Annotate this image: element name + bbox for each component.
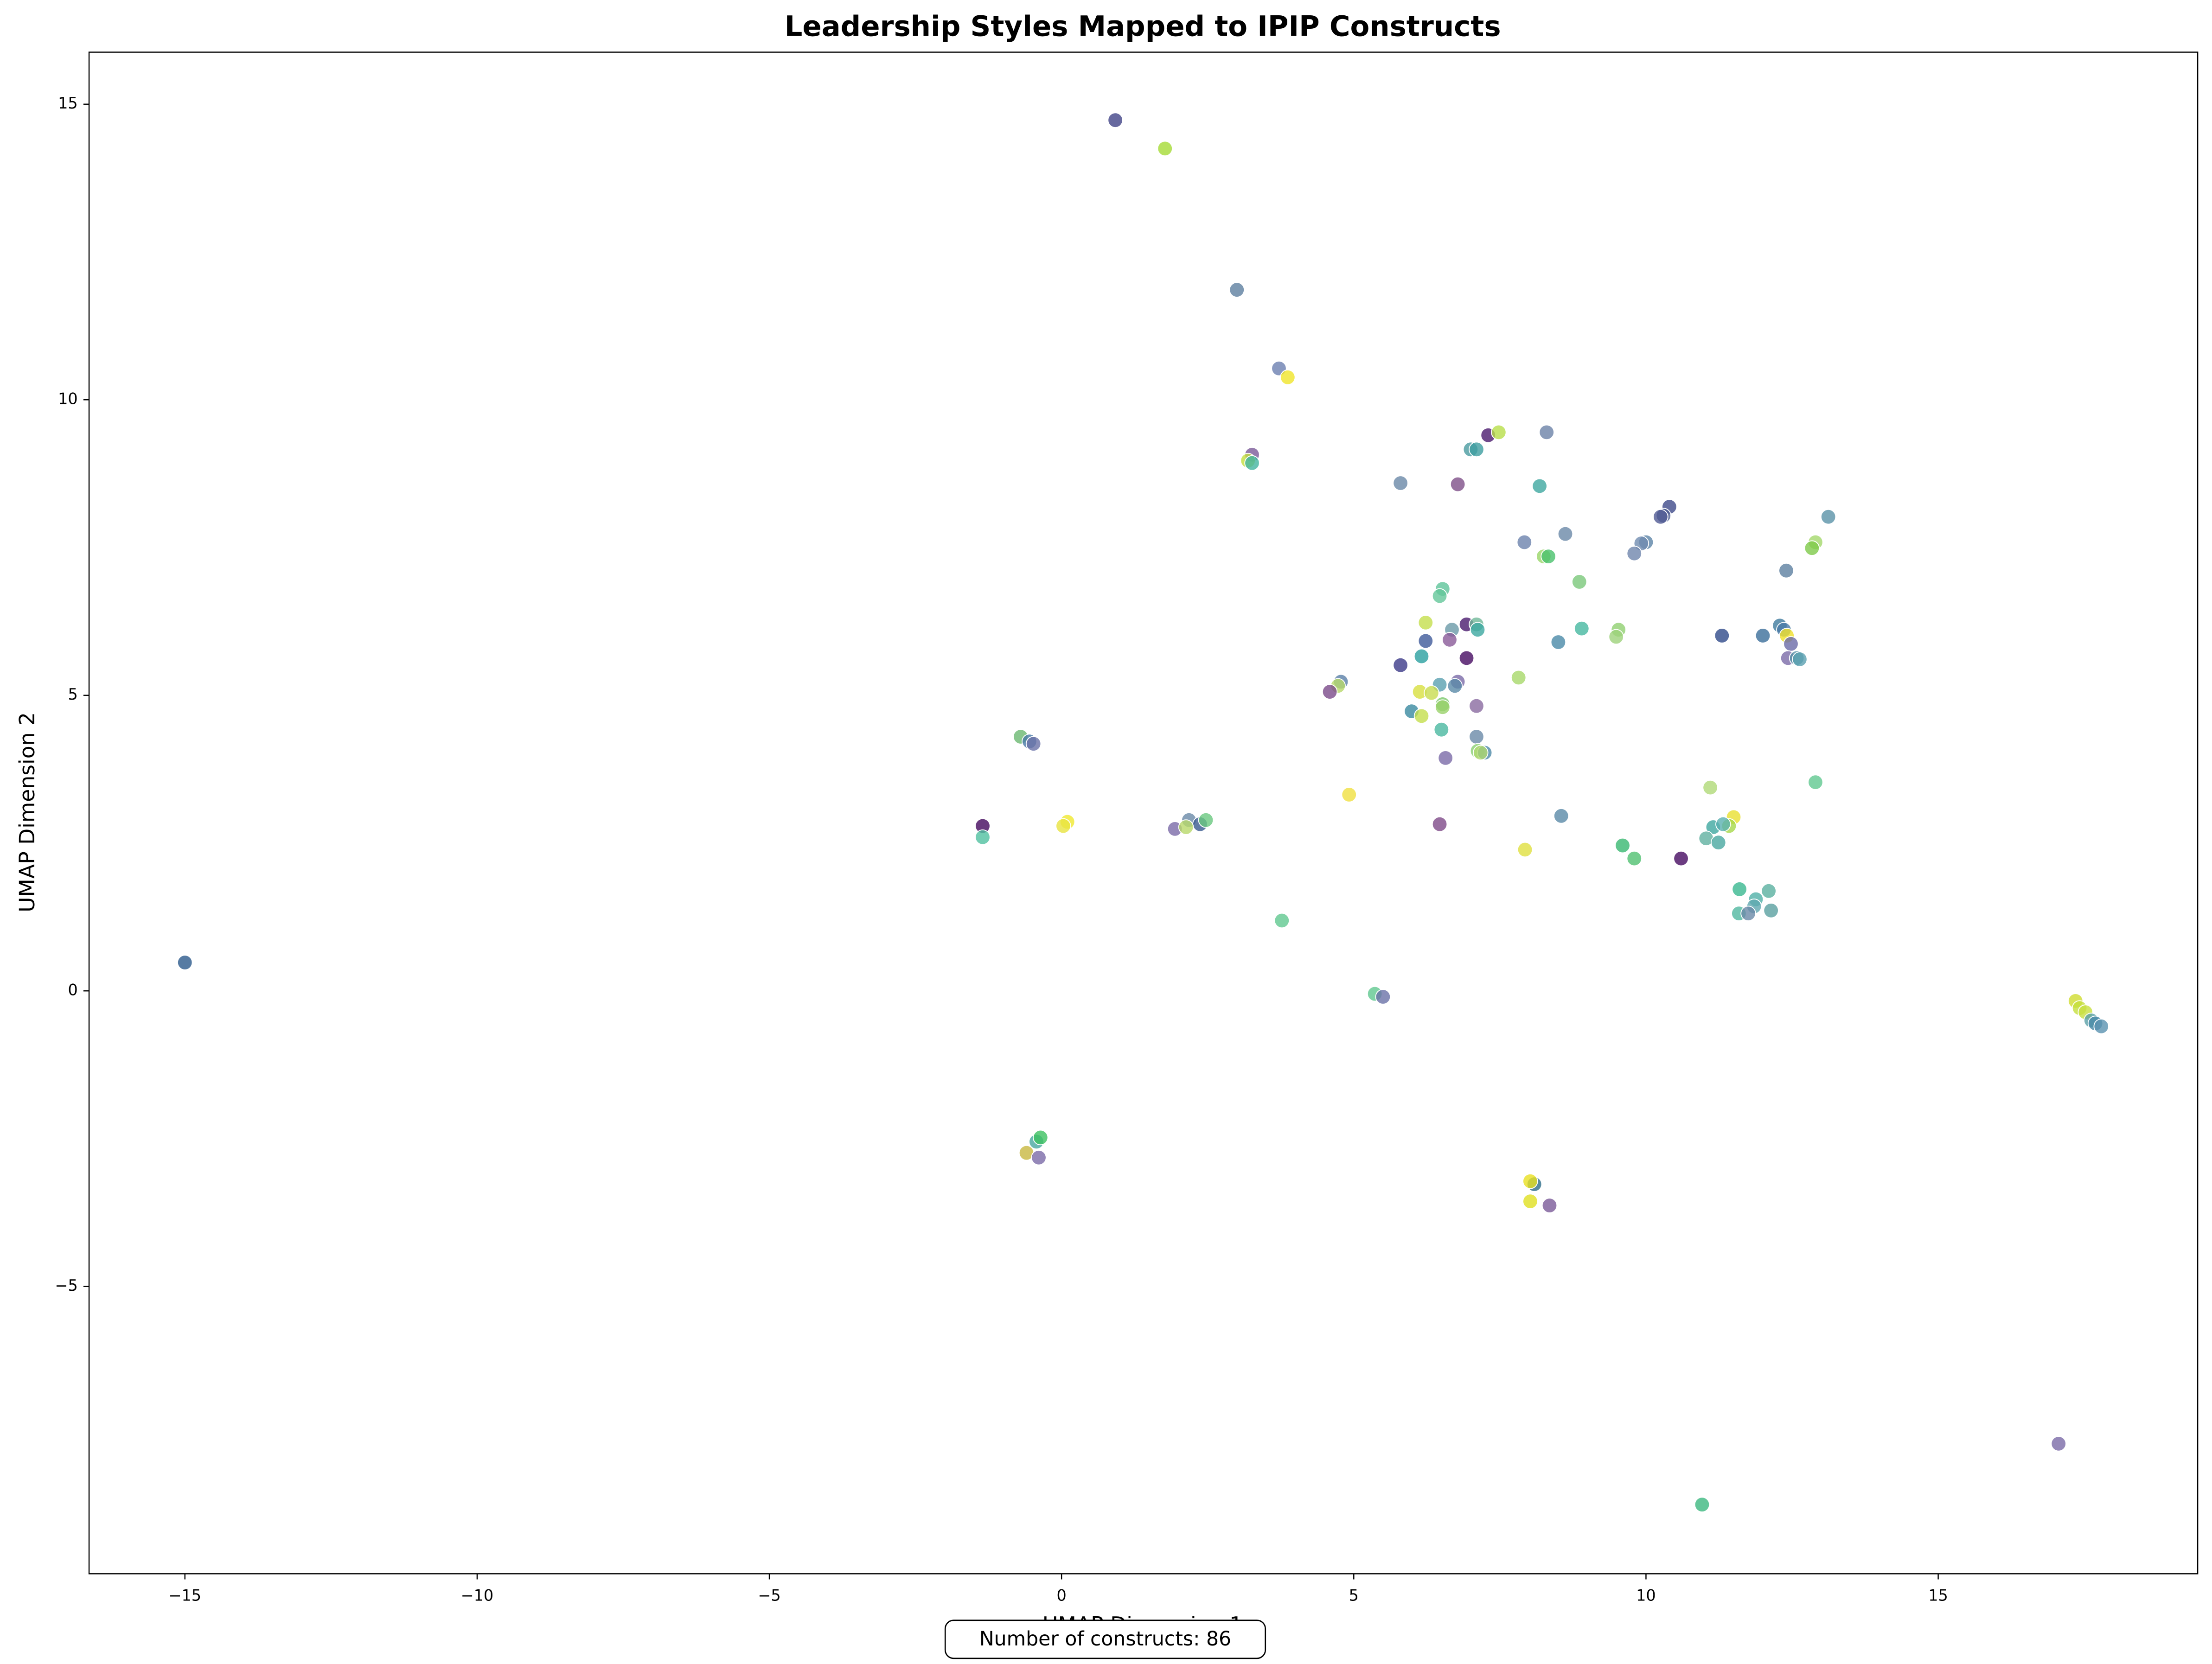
annotation: Number of constructs: 86 xyxy=(979,1627,1231,1651)
point xyxy=(1553,808,1569,824)
plot-frame xyxy=(88,51,2199,1575)
point xyxy=(1550,634,1566,650)
point xyxy=(1393,657,1408,673)
point xyxy=(1198,812,1214,828)
point xyxy=(1025,736,1042,752)
y-tick-label: 10 xyxy=(58,390,78,408)
point xyxy=(1541,1198,1558,1213)
point xyxy=(1778,562,1794,579)
point xyxy=(1055,818,1071,834)
point xyxy=(1694,1497,1710,1512)
x-tick-label: −15 xyxy=(168,1587,201,1605)
point xyxy=(1107,112,1123,128)
point xyxy=(2093,1018,2109,1034)
point xyxy=(1280,370,1296,385)
point xyxy=(1341,787,1357,803)
point xyxy=(1469,698,1484,714)
point xyxy=(1442,632,1458,648)
x-tick-label: 15 xyxy=(1928,1587,1948,1605)
point xyxy=(177,955,193,970)
x-tick-label: −10 xyxy=(461,1587,494,1605)
point xyxy=(1783,636,1799,652)
point xyxy=(1469,441,1484,458)
point xyxy=(1710,835,1726,850)
point xyxy=(1424,685,1439,701)
y-tick-label: 15 xyxy=(58,94,78,112)
point xyxy=(1274,912,1290,929)
point xyxy=(1820,509,1836,525)
point xyxy=(1792,651,1808,667)
point xyxy=(1808,774,1823,790)
y-tick-label: −5 xyxy=(55,1276,77,1294)
point xyxy=(1393,475,1408,491)
x-tick-label: 5 xyxy=(1349,1587,1359,1605)
point xyxy=(1438,750,1453,766)
y-axis-label: UMAP Dimension 2 xyxy=(15,712,39,912)
point xyxy=(1418,615,1434,631)
point xyxy=(1714,628,1730,644)
point xyxy=(1517,842,1533,858)
point xyxy=(1615,837,1630,854)
point xyxy=(1653,509,1669,525)
point xyxy=(1608,629,1624,645)
point xyxy=(1033,1129,1048,1146)
annotation-box xyxy=(944,1619,1266,1659)
points xyxy=(177,112,2109,1512)
point xyxy=(1732,881,1747,897)
point xyxy=(1522,1193,1538,1209)
point xyxy=(1715,816,1731,832)
point xyxy=(1510,669,1527,686)
point xyxy=(1413,648,1430,664)
point xyxy=(1532,478,1547,494)
point xyxy=(1740,905,1756,921)
point xyxy=(1450,476,1466,492)
point xyxy=(1469,729,1484,745)
point xyxy=(1804,540,1820,556)
point xyxy=(1522,1173,1538,1189)
point xyxy=(1539,424,1554,440)
point xyxy=(1157,140,1173,157)
point xyxy=(1763,903,1779,918)
x-tick-label: −5 xyxy=(758,1587,780,1605)
point xyxy=(1322,684,1338,700)
point xyxy=(1516,534,1533,550)
point xyxy=(1432,816,1448,832)
y-tick-label: 5 xyxy=(68,685,77,703)
point xyxy=(1541,548,1556,564)
point xyxy=(1458,650,1475,666)
point xyxy=(1435,699,1451,715)
point xyxy=(1761,883,1777,899)
point xyxy=(1574,620,1590,637)
point xyxy=(1178,819,1194,835)
point xyxy=(1447,678,1463,694)
x-tick-label: 0 xyxy=(1057,1587,1067,1605)
x-tick-label: 10 xyxy=(1636,1587,1656,1605)
point xyxy=(975,829,991,845)
point xyxy=(1031,1150,1047,1166)
point xyxy=(1673,850,1689,867)
point xyxy=(1473,745,1489,761)
y-tick-label: 0 xyxy=(68,981,77,999)
point xyxy=(1432,588,1448,604)
point xyxy=(1470,622,1486,638)
point xyxy=(1244,455,1260,471)
point xyxy=(1626,545,1642,561)
point xyxy=(1418,633,1434,649)
point xyxy=(1491,424,1507,440)
point xyxy=(1433,721,1450,738)
chart-title: Leadership Styles Mapped to IPIP Constru… xyxy=(785,10,1501,43)
point xyxy=(1413,708,1430,724)
point xyxy=(1375,989,1391,1005)
point xyxy=(1626,850,1642,867)
point xyxy=(1755,628,1771,644)
point xyxy=(1557,526,1573,542)
point xyxy=(1702,779,1718,796)
point xyxy=(1572,574,1587,590)
point xyxy=(1229,282,1245,298)
point xyxy=(2051,1436,2066,1452)
